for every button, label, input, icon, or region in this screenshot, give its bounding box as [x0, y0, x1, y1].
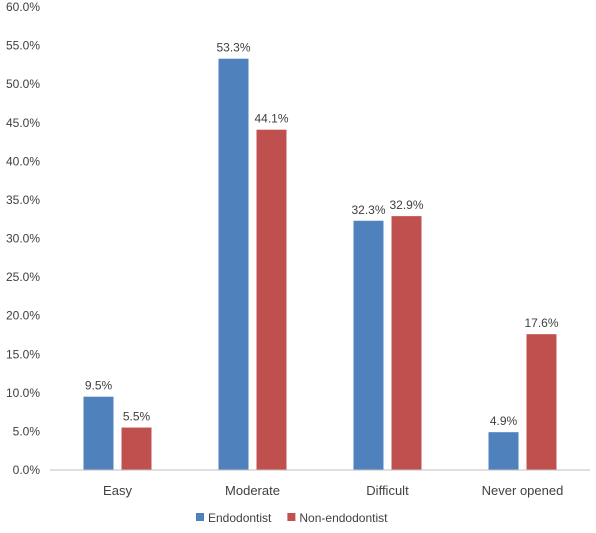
- y-tick-label: 30.0%: [6, 232, 40, 246]
- legend-label: Endodontist: [208, 511, 272, 525]
- bar-non-endodontist-easy: [121, 427, 152, 470]
- y-tick-label: 5.0%: [13, 424, 41, 438]
- data-label: 44.1%: [254, 112, 288, 126]
- y-tick-label: 20.0%: [6, 309, 40, 323]
- y-tick-label: 50.0%: [6, 77, 40, 91]
- y-tick-label: 40.0%: [6, 154, 40, 168]
- legend-swatch: [287, 513, 296, 521]
- x-category-label: Easy: [103, 483, 132, 498]
- data-label: 17.6%: [524, 316, 558, 330]
- y-tick-label: 15.0%: [6, 347, 40, 361]
- data-label: 4.9%: [490, 414, 518, 428]
- y-tick-label: 60.0%: [6, 0, 40, 14]
- bar-non-endodontist-difficult: [391, 216, 422, 470]
- legend-label: Non-endodontist: [299, 511, 388, 525]
- data-label: 53.3%: [216, 41, 250, 55]
- data-label: 32.9%: [389, 198, 423, 212]
- data-labels: 9.5% 5.5% 53.3% 44.1% 32.3% 32.9% 4.9% 17.6%: [85, 41, 559, 428]
- legend: Endodontist Non-endodontist: [196, 511, 388, 525]
- y-tick-label: 45.0%: [6, 116, 40, 130]
- x-category-label: Never opened: [482, 483, 564, 498]
- y-tick-label: 10.0%: [6, 386, 40, 400]
- data-label: 9.5%: [85, 379, 113, 393]
- y-tick-label: 25.0%: [6, 270, 40, 284]
- bar-endodontist-never-opened: [488, 432, 519, 470]
- bar-endodontist-difficult: [353, 220, 384, 470]
- data-label: 5.5%: [123, 410, 151, 424]
- data-label: 32.3%: [351, 203, 385, 217]
- y-tick-label: 55.0%: [6, 39, 40, 53]
- x-category-label: Difficult: [366, 483, 409, 498]
- bars: [83, 58, 557, 471]
- x-category-label: Moderate: [225, 483, 280, 498]
- bar-endodontist-moderate: [218, 58, 249, 471]
- y-tick-label: 35.0%: [6, 193, 40, 207]
- y-axis: 0.0% 5.0% 10.0% 15.0% 20.0% 25.0% 30.0% 35.0% 40…: [6, 0, 40, 477]
- bar-non-endodontist-never-opened: [526, 334, 557, 470]
- bar-non-endodontist-moderate: [256, 129, 287, 470]
- legend-swatch: [196, 513, 204, 521]
- y-tick-label: 0.0%: [13, 463, 41, 477]
- x-axis: Easy Moderate Difficult Never opened: [50, 469, 590, 498]
- bar-endodontist-easy: [83, 396, 114, 470]
